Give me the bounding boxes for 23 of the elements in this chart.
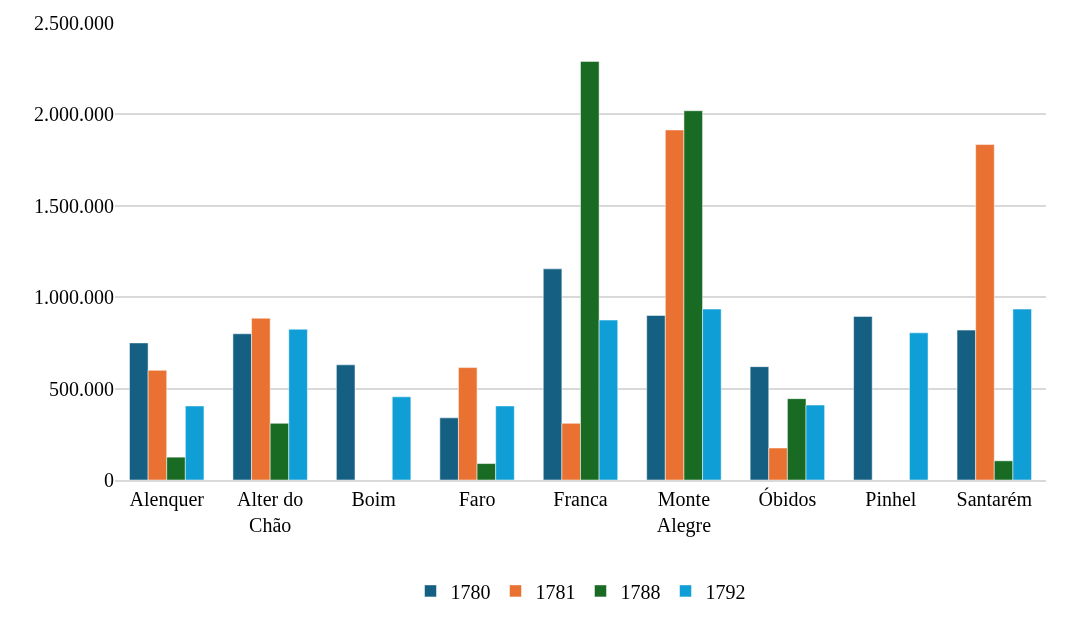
x-tick-label: Pinhel	[865, 487, 917, 510]
legend-label: 1788	[620, 580, 661, 603]
x-tick-label: Monte Alegre	[656, 487, 712, 537]
legend-label: 1780	[450, 580, 491, 603]
x-tick-label: Óbidos	[758, 486, 817, 510]
x-tick-label: Alter do Chão	[237, 487, 304, 536]
bar	[853, 316, 873, 480]
y-tick-label: 2.500.000	[34, 12, 114, 34]
y-tick-label: 0	[104, 469, 114, 491]
x-tick-label: Alenquer	[129, 487, 205, 511]
x-tick-label: Santarém	[956, 487, 1033, 510]
y-tick-label: 2.000.000	[34, 103, 114, 126]
bar	[391, 396, 412, 480]
y-tick-label: 1.500.000	[34, 194, 114, 217]
y-tick-label: 500.000	[49, 377, 114, 400]
y-tick-label: 1.000.000	[34, 286, 114, 309]
bar	[909, 332, 929, 480]
x-tick-label: Faro	[458, 487, 496, 510]
x-tick-label: Boim	[351, 487, 397, 510]
legend-label: 1792	[705, 580, 746, 603]
x-tick-label: Franca	[553, 487, 608, 510]
bar	[336, 364, 356, 480]
legend-label: 1781	[535, 580, 576, 603]
